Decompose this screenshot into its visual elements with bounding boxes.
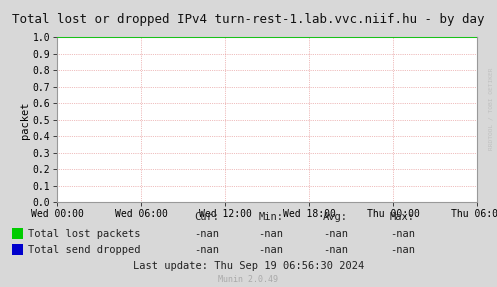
Text: Cur:: Cur:	[194, 212, 219, 222]
Text: Munin 2.0.49: Munin 2.0.49	[219, 275, 278, 284]
Text: -nan: -nan	[194, 229, 219, 239]
Text: -nan: -nan	[194, 245, 219, 255]
Text: RRDTOOL / TOBI OETIKER: RRDTOOL / TOBI OETIKER	[489, 68, 494, 150]
Text: Avg:: Avg:	[323, 212, 348, 222]
Text: -nan: -nan	[390, 229, 415, 239]
Text: Max:: Max:	[390, 212, 415, 222]
Text: -nan: -nan	[258, 229, 283, 239]
Text: -nan: -nan	[258, 245, 283, 255]
Text: -nan: -nan	[323, 245, 348, 255]
Text: Last update: Thu Sep 19 06:56:30 2024: Last update: Thu Sep 19 06:56:30 2024	[133, 261, 364, 271]
Text: Min:: Min:	[258, 212, 283, 222]
Text: -nan: -nan	[390, 245, 415, 255]
Text: -nan: -nan	[323, 229, 348, 239]
Text: Total send dropped: Total send dropped	[28, 245, 141, 255]
Text: Total lost or dropped IPv4 turn-rest-1.lab.vvc.niif.hu - by day: Total lost or dropped IPv4 turn-rest-1.l…	[12, 13, 485, 26]
Y-axis label: packet: packet	[20, 101, 30, 139]
Text: Total lost packets: Total lost packets	[28, 229, 141, 239]
